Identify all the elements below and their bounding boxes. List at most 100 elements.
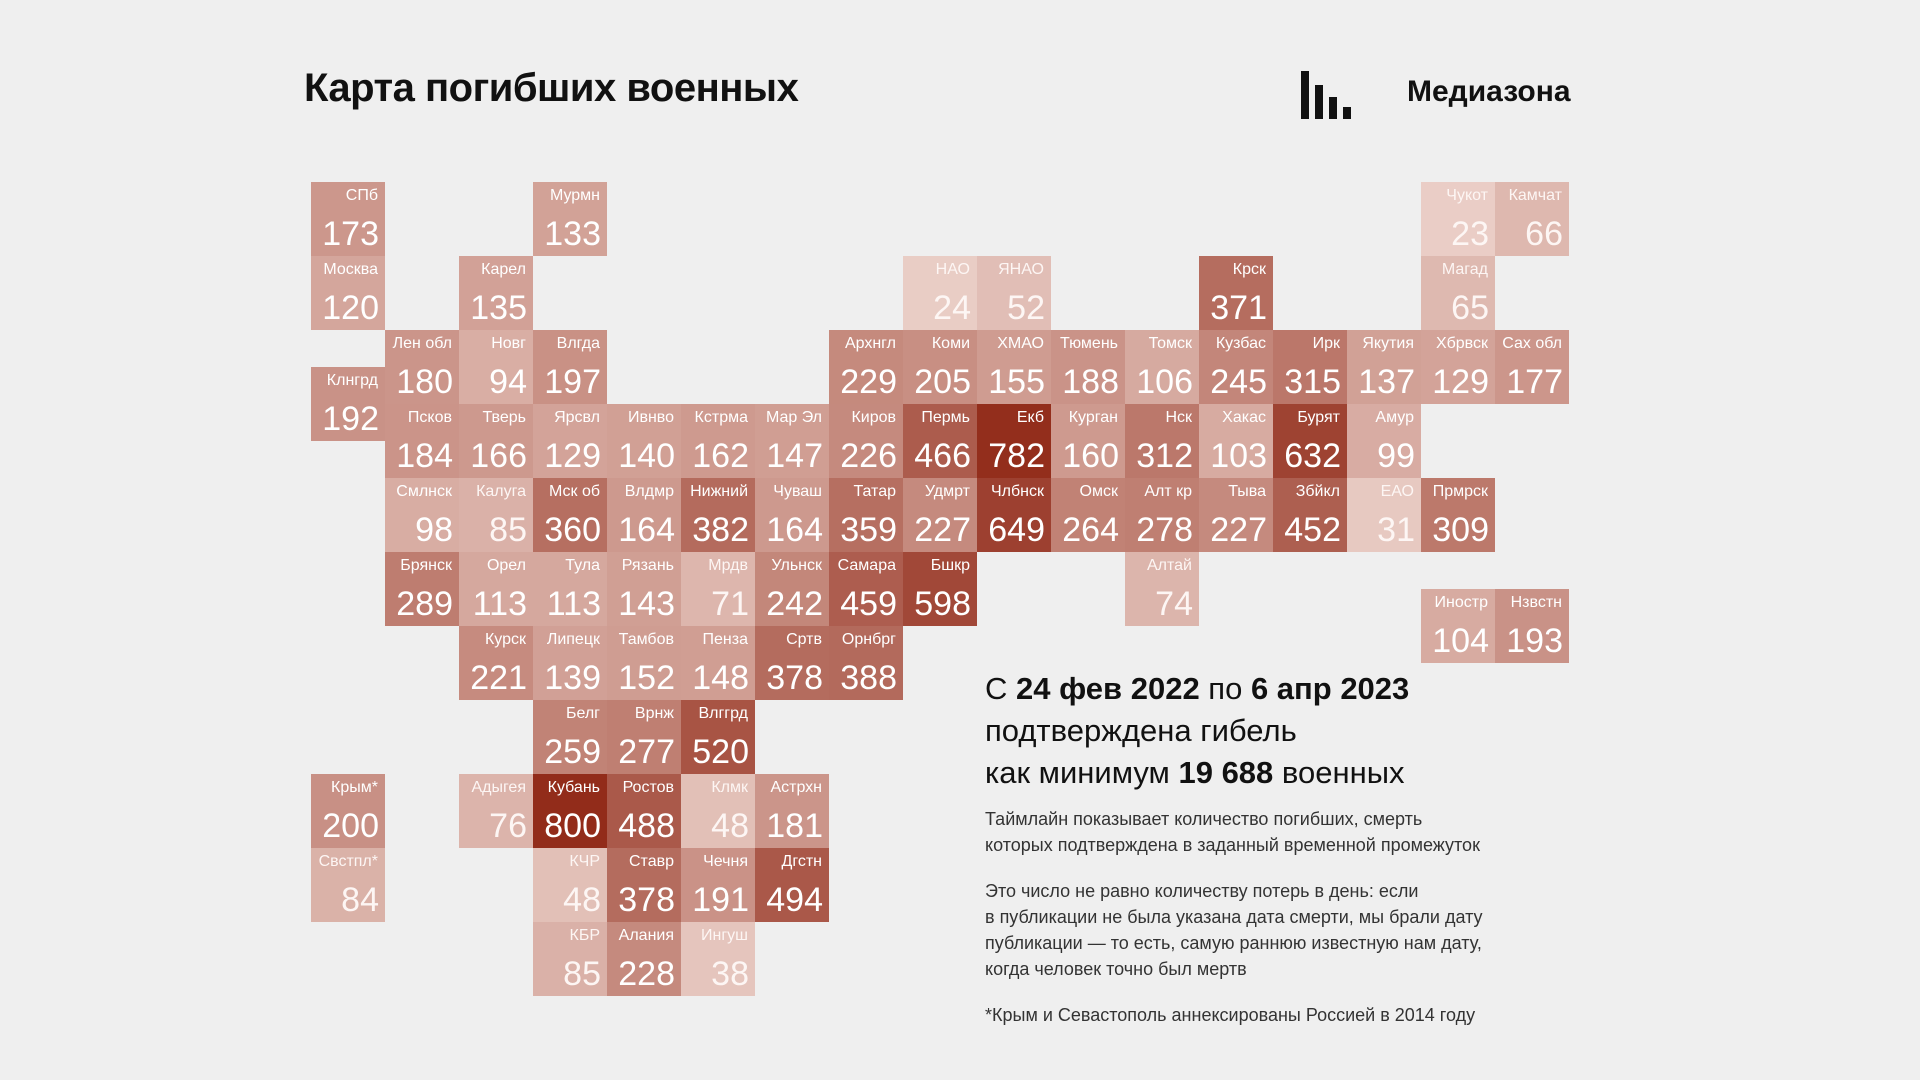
summary-headline: С 24 фев 2022 по 6 апр 2023 подтверждена… <box>985 668 1545 794</box>
region-count: 52 <box>1007 289 1045 327</box>
region-tile: Ингуш 38 <box>681 922 755 996</box>
region-tile: Хакас 103 <box>1199 404 1273 478</box>
footnote: *Крым и Севастополь аннексированы Россие… <box>985 1005 1476 1025</box>
summary-prefix: С <box>985 671 1016 706</box>
region-tile: Томск 106 <box>1125 330 1199 404</box>
region-abbr: Архнгл <box>844 335 896 352</box>
region-count: 23 <box>1451 215 1489 253</box>
region-tile: Москва 120 <box>311 256 385 330</box>
region-abbr: Калуга <box>476 483 526 500</box>
region-tile: Пенза 148 <box>681 626 755 700</box>
region-count: 191 <box>692 881 749 919</box>
region-abbr: Клмк <box>711 779 748 796</box>
region-tile: Липецк 139 <box>533 626 607 700</box>
region-tile: Тверь 166 <box>459 404 533 478</box>
region-count: 259 <box>544 733 601 771</box>
region-count: 184 <box>396 437 453 475</box>
region-tile: Сртв 378 <box>755 626 829 700</box>
region-abbr: Ростов <box>622 779 674 796</box>
region-abbr: Магад <box>1441 261 1488 278</box>
region-count: 382 <box>692 511 749 549</box>
region-abbr: Ярсвл <box>554 409 600 426</box>
region-abbr: Иностр <box>1434 594 1488 611</box>
mediazona-logo-icon <box>1301 71 1353 119</box>
region-abbr: НАО <box>935 261 970 278</box>
region-tile: Адыгея 76 <box>459 774 533 848</box>
region-abbr: Кубань <box>547 779 600 796</box>
region-abbr: Екб <box>1016 409 1044 426</box>
region-tile: Ульнск 242 <box>755 552 829 626</box>
region-count: 193 <box>1506 622 1563 660</box>
region-abbr: Збйкл <box>1295 483 1340 500</box>
region-count: 494 <box>766 881 823 919</box>
region-tile: Белг 259 <box>533 700 607 774</box>
note-line: Таймлайн показывает количество погибших,… <box>985 809 1423 829</box>
region-count: 228 <box>618 955 675 993</box>
region-tile: Орнбрг 388 <box>829 626 903 700</box>
region-tile: Кстрма 162 <box>681 404 755 478</box>
region-count: 129 <box>544 437 601 475</box>
region-tile: Нижний 382 <box>681 478 755 552</box>
region-tile: Коми 205 <box>903 330 977 404</box>
region-tile: Влггрд 520 <box>681 700 755 774</box>
region-count: 309 <box>1432 511 1489 549</box>
region-count: 221 <box>470 659 527 697</box>
region-count: 85 <box>563 955 601 993</box>
region-tile: Влдмр 164 <box>607 478 681 552</box>
region-count: 160 <box>1062 437 1119 475</box>
region-count: 103 <box>1210 437 1267 475</box>
region-count: 227 <box>914 511 971 549</box>
region-tile: Тула 113 <box>533 552 607 626</box>
region-abbr: Хбрвск <box>1435 335 1488 352</box>
region-abbr: Ивнво <box>627 409 674 426</box>
region-abbr: ХМАО <box>997 335 1044 352</box>
region-tile: Тыва 227 <box>1199 478 1273 552</box>
total-count: 19 688 <box>1178 755 1274 790</box>
region-abbr: Мрдв <box>708 557 748 574</box>
region-abbr: Крым* <box>331 779 378 796</box>
summary-line3-prefix: как минимум <box>985 755 1179 790</box>
region-tile: Крск 371 <box>1199 256 1273 330</box>
region-abbr: ЯНАО <box>998 261 1044 278</box>
region-tile: Чуваш 164 <box>755 478 829 552</box>
region-abbr: Коми <box>931 335 970 352</box>
region-tile: Самара 459 <box>829 552 903 626</box>
region-count: 139 <box>544 659 601 697</box>
region-count: 166 <box>470 437 527 475</box>
region-count: 152 <box>618 659 675 697</box>
region-abbr: Курган <box>1068 409 1118 426</box>
region-abbr: Самара <box>837 557 896 574</box>
region-count: 277 <box>618 733 675 771</box>
region-abbr: Якутия <box>1362 335 1414 352</box>
region-tile: Орел 113 <box>459 552 533 626</box>
region-abbr: Бурят <box>1297 409 1340 426</box>
region-count: 74 <box>1155 585 1193 623</box>
region-count: 315 <box>1284 363 1341 401</box>
region-tile: Мар Эл 147 <box>755 404 829 478</box>
region-count: 264 <box>1062 511 1119 549</box>
region-tile: Збйкл 452 <box>1273 478 1347 552</box>
summary-line2: подтверждена гибель <box>985 713 1297 748</box>
region-abbr: Мурмн <box>549 187 600 204</box>
region-abbr: Удмрт <box>924 483 970 500</box>
region-abbr: Курск <box>484 631 526 648</box>
region-tile: Кубань 800 <box>533 774 607 848</box>
region-tile: Рязань 143 <box>607 552 681 626</box>
region-count: 459 <box>840 585 897 623</box>
region-tile: Карел 135 <box>459 256 533 330</box>
region-count: 226 <box>840 437 897 475</box>
region-abbr: Новг <box>491 335 526 352</box>
region-tile: Амур 99 <box>1347 404 1421 478</box>
region-tile: Иностр 104 <box>1421 589 1495 663</box>
region-count: 133 <box>544 215 601 253</box>
region-count: 181 <box>766 807 823 845</box>
region-count: 782 <box>988 437 1045 475</box>
region-tile: КЧР 48 <box>533 848 607 922</box>
region-count: 289 <box>396 585 453 623</box>
region-count: 188 <box>1062 363 1119 401</box>
region-tile: Алтай 74 <box>1125 552 1199 626</box>
region-abbr: Тюмень <box>1060 335 1118 352</box>
region-abbr: Ставр <box>629 853 674 870</box>
region-count: 200 <box>322 807 379 845</box>
